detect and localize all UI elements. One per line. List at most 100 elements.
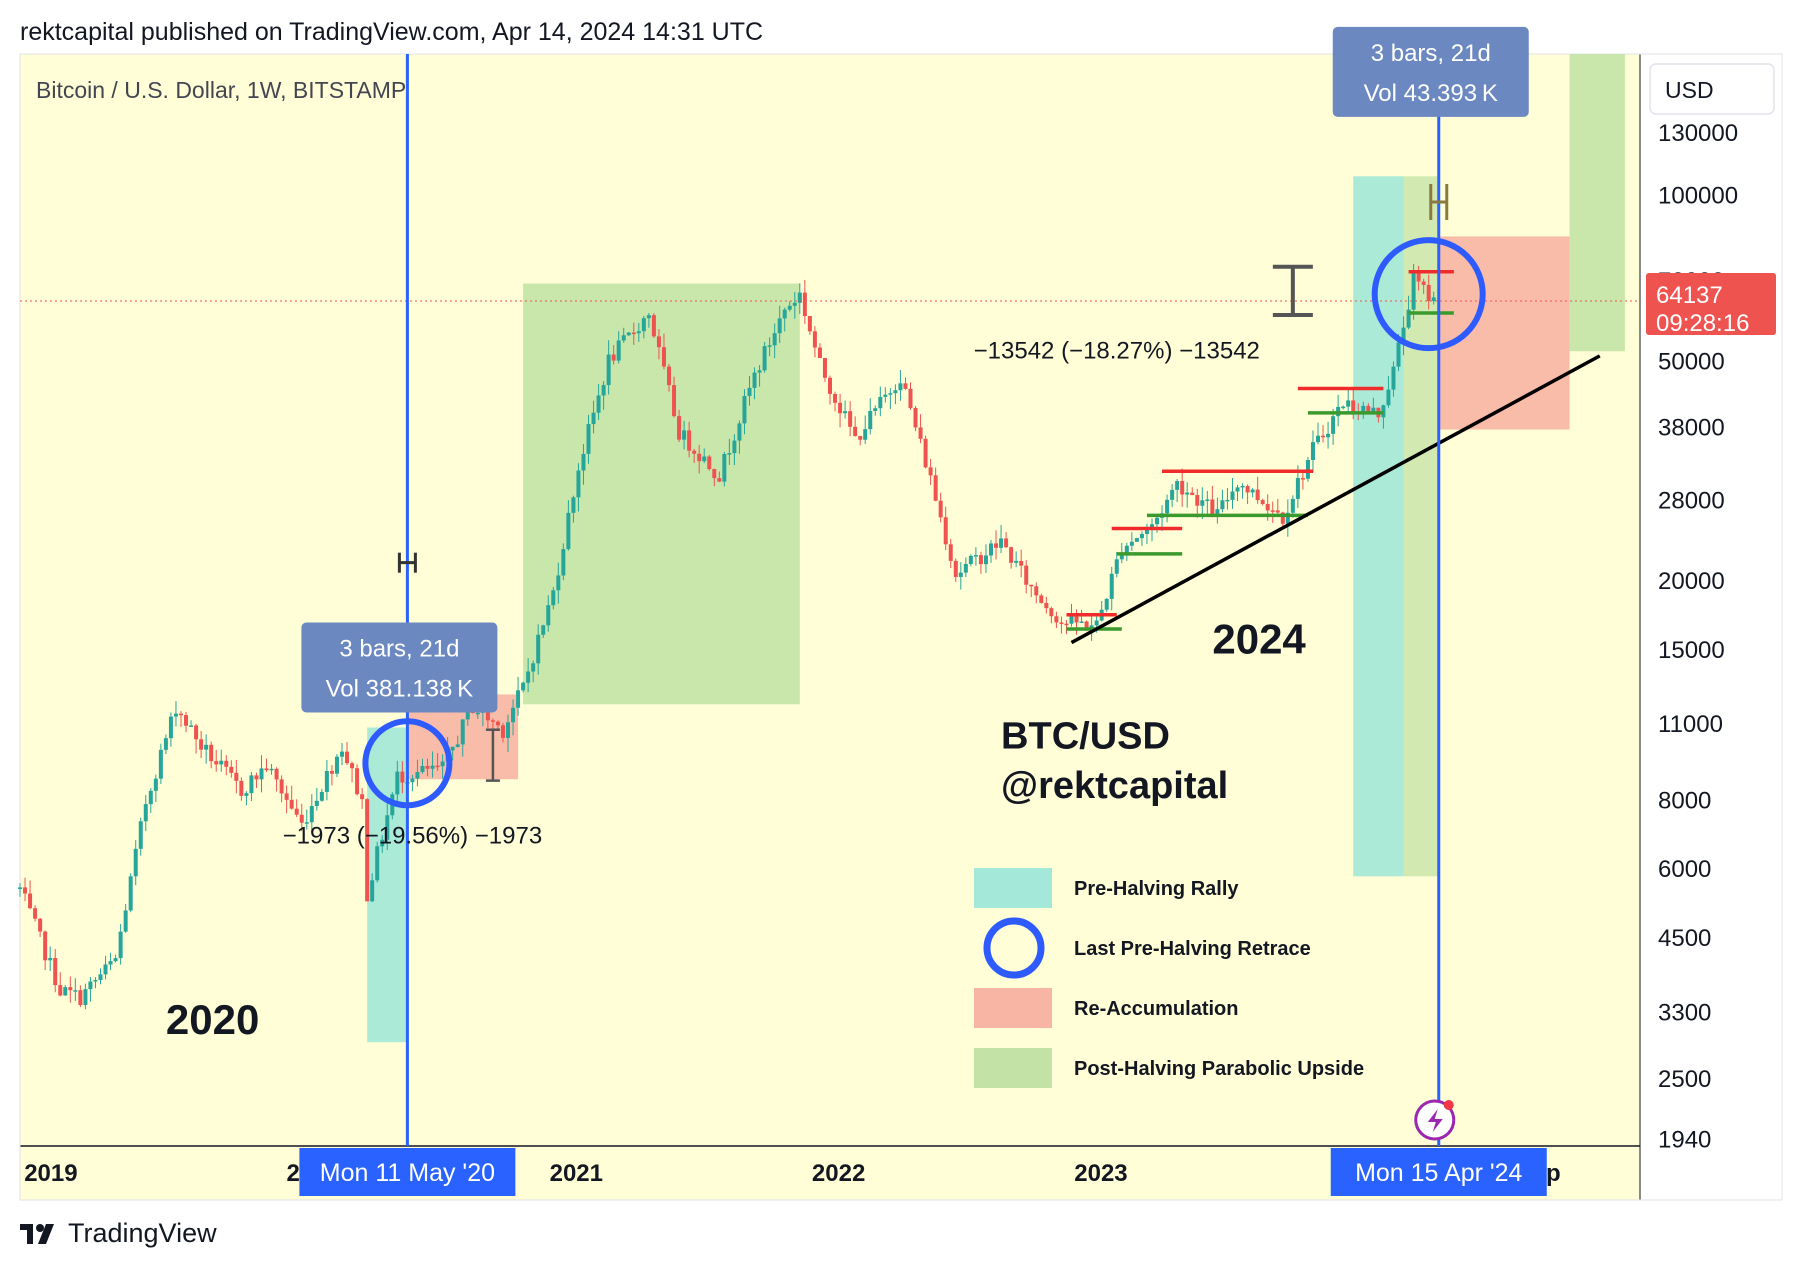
candle-body [536, 634, 541, 664]
candle-body [1139, 533, 1144, 539]
candle-body [350, 763, 355, 769]
candle-body [490, 720, 495, 722]
candle-body [1134, 538, 1139, 542]
candle-body [571, 497, 576, 513]
candle-body [365, 799, 370, 902]
measure-tooltip [301, 622, 498, 713]
candle-body [289, 799, 294, 809]
candle-body [1406, 309, 1411, 328]
candle-body [787, 305, 792, 310]
candle-body [1310, 442, 1315, 460]
candle-body [460, 719, 465, 745]
tradingview-footer[interactable]: TradingView [20, 1218, 217, 1249]
candle-body [506, 722, 511, 738]
candle-body [475, 712, 480, 715]
price-tick: 6000 [1658, 856, 1711, 883]
candle-body [772, 333, 777, 346]
candle-body [792, 302, 797, 306]
candle-body [661, 347, 666, 367]
candle-body [209, 744, 214, 762]
candle-body [1024, 565, 1029, 585]
candle-body [1004, 538, 1009, 548]
candle-body [767, 345, 772, 347]
tooltip-volume: Vol 43.393 K [1364, 80, 1498, 107]
candle-body [219, 760, 224, 765]
candle-body [1346, 400, 1351, 407]
candle-body [128, 876, 133, 911]
halving-date-tag [299, 1148, 516, 1196]
candle-body [692, 450, 697, 454]
candle-body [1084, 621, 1089, 630]
candle-body [828, 377, 832, 394]
candle-body [843, 411, 848, 414]
tooltip-bars: 3 bars, 21d [1371, 40, 1491, 67]
candle-body [1391, 366, 1396, 390]
candle-body [1341, 406, 1346, 409]
candle-body [807, 315, 812, 332]
candle-body [88, 981, 93, 990]
candle-body [1185, 492, 1190, 495]
candle-body [1235, 487, 1240, 492]
candle-body [229, 766, 234, 773]
candle-body [591, 412, 596, 425]
candle-body [178, 713, 183, 716]
legend-swatch-post-halving [974, 1048, 1052, 1088]
candle-body [329, 771, 334, 774]
candle-body [48, 958, 53, 961]
candle-body [410, 778, 415, 783]
chart-frame [19, 53, 1783, 1201]
candle-body [309, 806, 314, 823]
halving-date-label: Mon 11 May '20 [320, 1159, 495, 1187]
time-tick: 2021 [550, 1160, 603, 1187]
candle-body [717, 478, 722, 482]
candle-body [1155, 517, 1160, 525]
price-tick: 4500 [1658, 925, 1711, 952]
currency-label: USD [1665, 77, 1714, 103]
candle-body [189, 725, 194, 727]
candle-body [928, 467, 933, 476]
candle-body [158, 749, 163, 779]
candle-body [1175, 481, 1180, 490]
candle-body [973, 555, 978, 557]
price-tick: 50000 [1658, 349, 1725, 376]
candle-body [586, 424, 591, 454]
candle-body [621, 335, 626, 341]
candle-body [324, 771, 329, 792]
candle-body [163, 738, 168, 750]
candle-body [667, 366, 672, 386]
candle-body [274, 768, 279, 780]
candle-body [838, 402, 843, 414]
candle-body [988, 543, 993, 556]
candle-body [566, 512, 571, 550]
zone-re-accumulation [1438, 236, 1570, 430]
retrace-circle-1 [362, 718, 453, 809]
candle-body [1104, 598, 1109, 610]
candle-body [23, 887, 28, 894]
candle-body [883, 394, 888, 397]
candle-body [853, 426, 858, 437]
candle-body [1220, 500, 1225, 510]
candle-body [802, 292, 807, 316]
measure-annotation: −13542 (−18.27%) −13542 [974, 337, 1260, 364]
candle-body [214, 761, 219, 765]
candle-body [1240, 485, 1245, 488]
candle-body [1129, 541, 1134, 546]
candle-body [616, 340, 621, 361]
candle-body [415, 771, 420, 779]
candle-body [284, 793, 289, 800]
last-price-value: 64137 [1656, 282, 1723, 309]
candle-body [1039, 595, 1044, 603]
candle-body [1316, 435, 1321, 443]
currency-button[interactable] [1649, 63, 1775, 115]
symbol-title: Bitcoin / U.S. Dollar, 1W, BITSTAMP [36, 77, 406, 103]
candle-body [38, 918, 43, 932]
candle-body [863, 429, 868, 440]
candle-body [450, 746, 455, 751]
candle-body [1054, 616, 1059, 623]
candle-body [858, 436, 863, 440]
price-axis-background [1640, 54, 1782, 1200]
candle-body [63, 987, 68, 996]
candle-body [1049, 608, 1054, 617]
candle-body [812, 331, 817, 348]
